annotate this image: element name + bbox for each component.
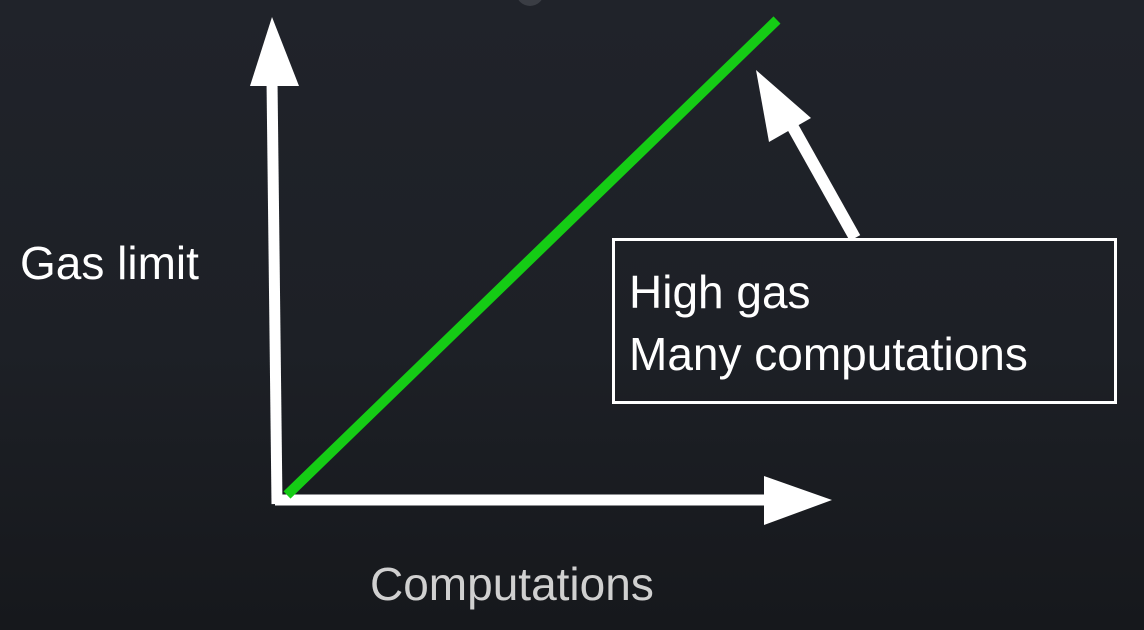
x-axis-label: Computations [370,558,654,610]
callout-line-1: High gas [629,266,811,318]
top-edge-dot [516,0,544,6]
callout-pointer-shaft [784,119,861,241]
trend-line [283,16,781,499]
y-axis-line [266,79,283,505]
y-axis-label: Gas limit [20,237,199,289]
callout-pointer-arrowhead [756,70,811,142]
callout-line-2: Many computations [629,328,1028,380]
y-axis-arrowhead [250,17,299,86]
callout-box: High gas Many computations [612,238,1117,404]
x-axis-arrowhead [764,476,832,525]
